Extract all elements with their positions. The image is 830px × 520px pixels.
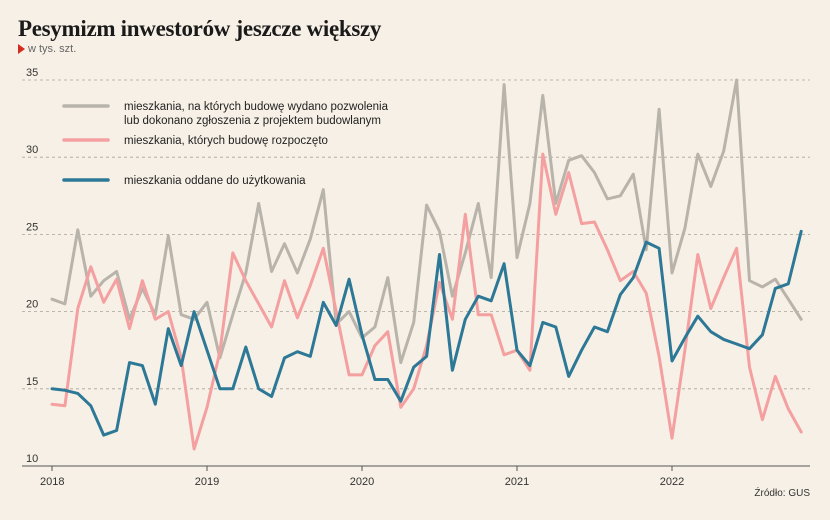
series-line-2 [50,229,803,437]
x-tick-label-2021: 2021 [505,476,529,488]
x-tick-label-2020: 2020 [350,476,374,488]
red-triangle-icon [18,44,25,54]
unit-label: w tys. szt. [18,43,76,55]
source-note: Źródło: GUS [754,488,810,499]
x-tick-label-2019: 2019 [195,476,219,488]
legend-label-0: mieszkania, na których budowę wydano poz… [124,101,389,127]
x-tick-label-2018: 2018 [40,476,64,488]
y-tick-label-15: 15 [26,376,38,388]
unit-text: w tys. szt. [28,43,77,55]
y-tick-label-30: 30 [26,144,38,156]
y-tick-label-20: 20 [26,299,38,311]
y-tick-label-10: 10 [26,453,38,465]
y-tick-label-35: 35 [26,67,38,79]
x-tick-label-2022: 2022 [660,476,684,488]
legend-label-2: mieszkania oddane do użytkowania [124,175,306,187]
series-line-0 [50,78,803,365]
y-tick-label-25: 25 [26,221,38,233]
legend-label-1: mieszkania, których budowę rozpoczęto [124,135,328,147]
chart-title: Pesymizm inwestorów jeszcze większy [18,16,382,41]
